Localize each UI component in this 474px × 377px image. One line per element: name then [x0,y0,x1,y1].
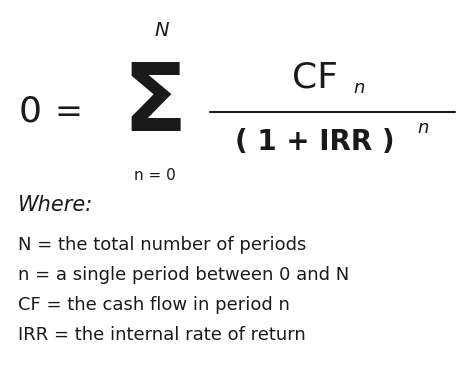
Text: ( 1 + IRR ): ( 1 + IRR ) [235,128,395,156]
Text: =: = [54,95,82,129]
Text: Where:: Where: [18,195,93,215]
Text: IRR = the internal rate of return: IRR = the internal rate of return [18,326,306,344]
Text: n = 0: n = 0 [134,167,176,182]
Text: n: n [417,119,428,137]
Text: n = a single period between 0 and N: n = a single period between 0 and N [18,266,349,284]
Text: CF: CF [292,61,338,95]
Text: Σ: Σ [123,59,187,151]
Text: n: n [353,79,365,97]
Text: CF = the cash flow in period n: CF = the cash flow in period n [18,296,290,314]
Text: N = the total number of periods: N = the total number of periods [18,236,306,254]
Text: 0: 0 [18,95,42,129]
Text: N: N [155,20,169,40]
